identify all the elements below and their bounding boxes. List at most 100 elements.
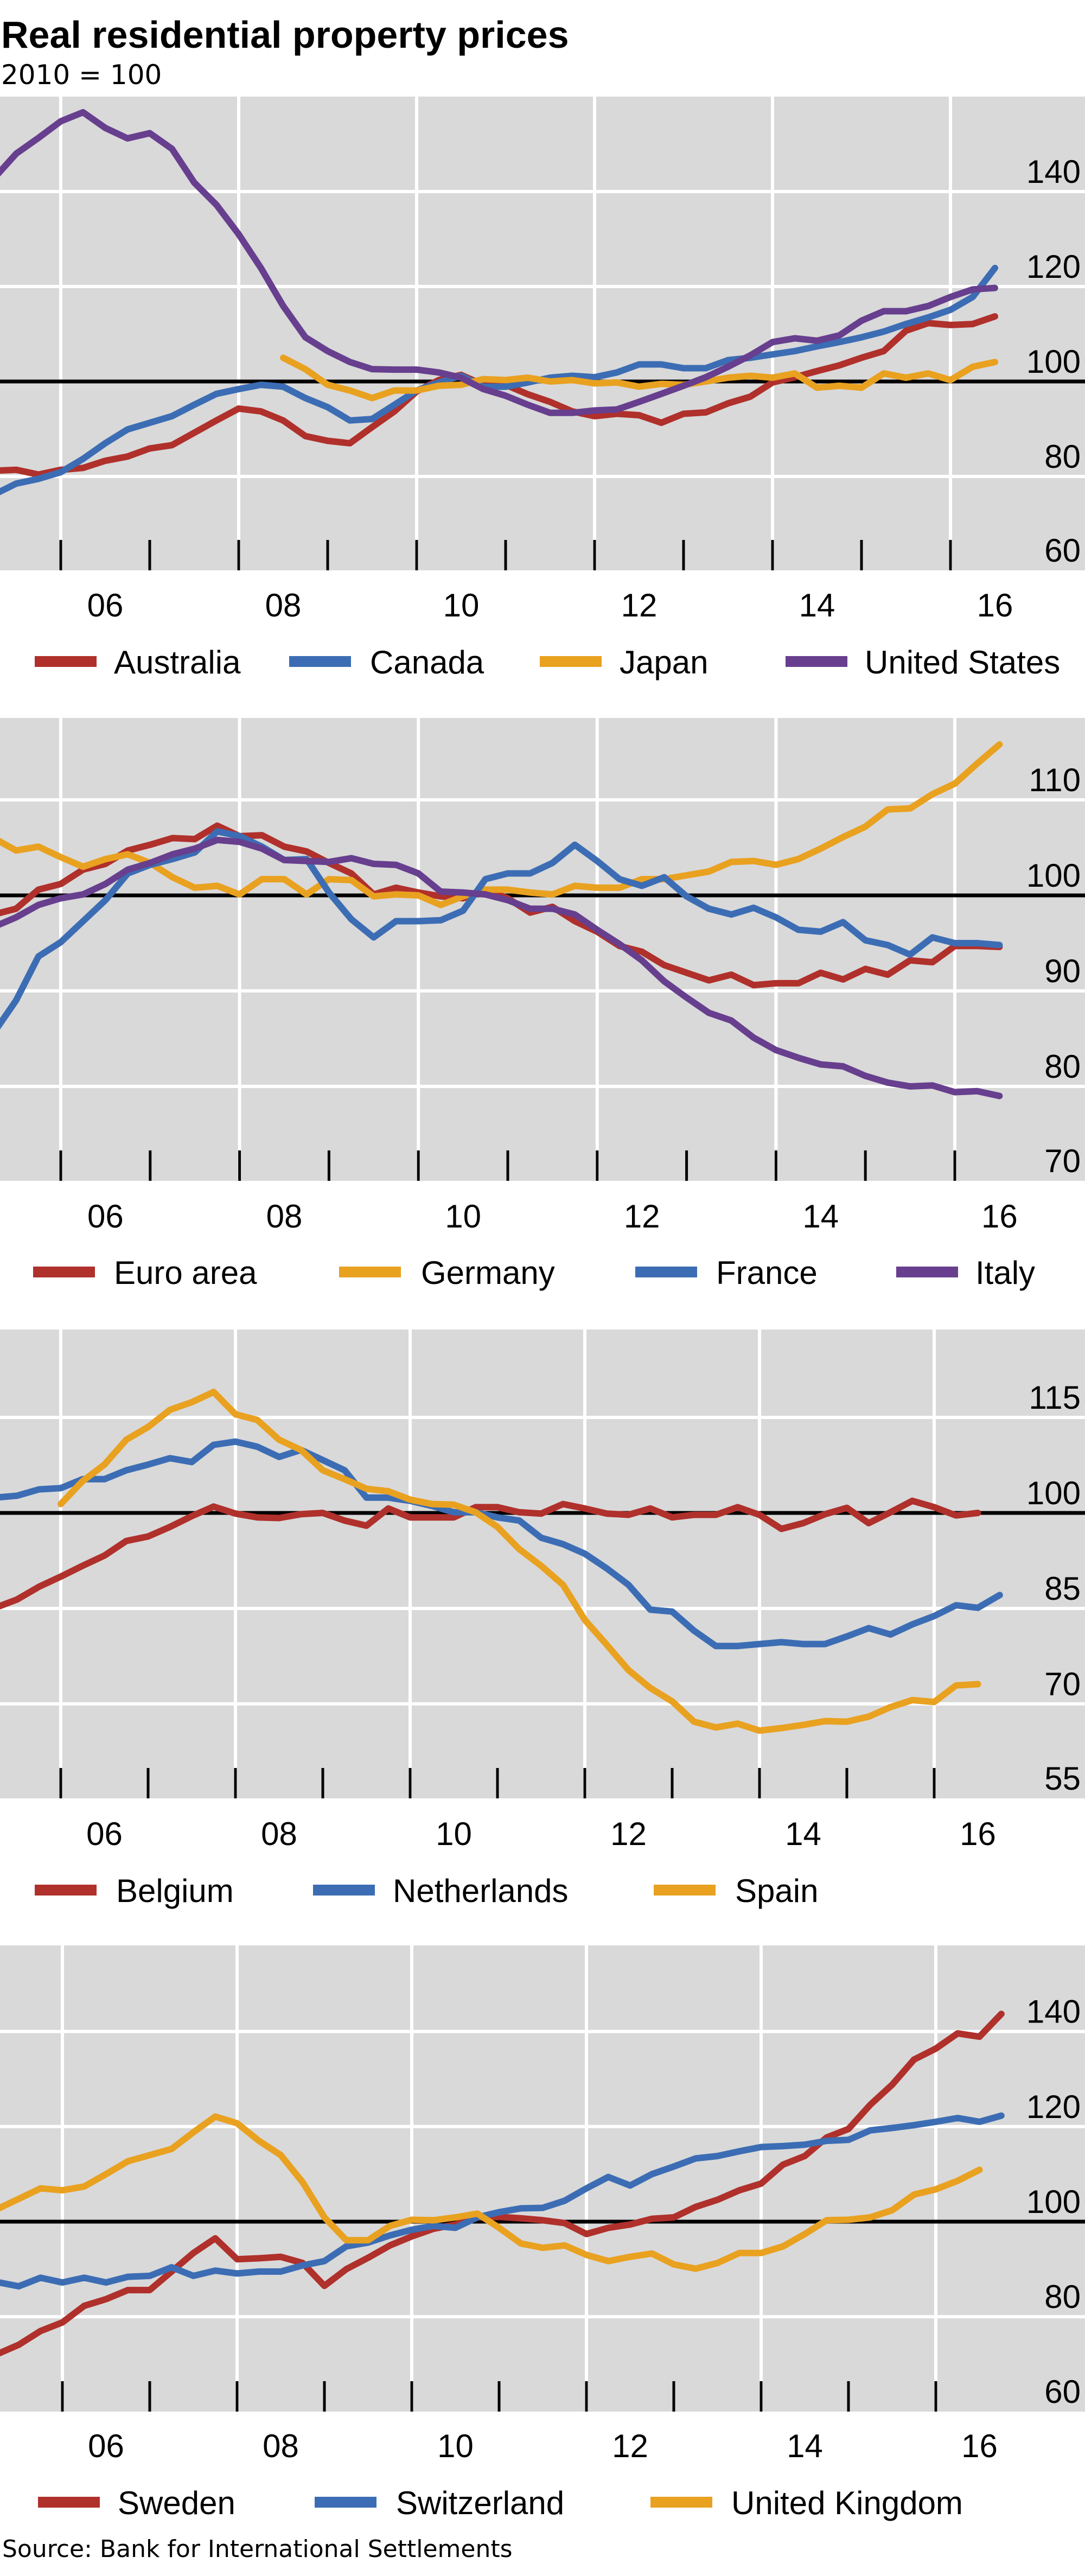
- series-line-japan: [280, 354, 998, 402]
- legend-item-australia: Australia: [35, 644, 241, 680]
- legend-swatch: [35, 656, 97, 667]
- series-group: [0, 741, 1003, 1099]
- legend-label: Italy: [975, 1255, 1035, 1291]
- legend-label: United Kingdom: [731, 2485, 963, 2521]
- y-tick-label: 100: [1026, 344, 1081, 380]
- legend-item-spain: Spain: [654, 1873, 818, 1909]
- x-tick-label: 06: [87, 587, 124, 624]
- legend-label: Belgium: [116, 1873, 234, 1909]
- series-line-belgium: [0, 1497, 981, 1610]
- legend-item-italy: Italy: [896, 1255, 1035, 1291]
- y-tick-label: 70: [1044, 1666, 1081, 1702]
- legend-item-japan: Japan: [540, 644, 708, 680]
- x-tick-label: 14: [799, 587, 835, 624]
- legend-swatch: [38, 2497, 100, 2508]
- x-tick-label: 10: [437, 2428, 474, 2464]
- legend-item-france: France: [635, 1255, 818, 1291]
- legend-swatch: [650, 2497, 712, 2508]
- x-tick-label: 14: [785, 1816, 821, 1852]
- y-tick-label: 55: [1044, 1760, 1081, 1797]
- y-tick-label: 70: [1044, 1143, 1081, 1179]
- y-tick-label: 80: [1044, 2279, 1081, 2315]
- panel-1: 140 120 100 80 60 06 08 10 12 14 16 Australia Canada…: [0, 97, 1085, 680]
- legend-label: Sweden: [118, 2485, 235, 2521]
- series-line-united-kingdom: [0, 2113, 983, 2272]
- x-tick-label: 06: [86, 1816, 123, 1852]
- legend-label: Switzerland: [396, 2485, 564, 2521]
- legend-label: United States: [865, 644, 1060, 680]
- x-tick-label: 14: [787, 2428, 823, 2464]
- series-line-united-states: [0, 109, 998, 416]
- x-tick-label: 16: [977, 587, 1013, 624]
- series-line-switzerland: [0, 2112, 1005, 2290]
- x-tick-label: 12: [621, 587, 658, 624]
- y-tick-label: 115: [1029, 1379, 1081, 1416]
- legend-swatch: [315, 2497, 376, 2508]
- legend-item-sweden: Sweden: [38, 2485, 235, 2521]
- legend-swatch: [635, 1267, 697, 1277]
- x-tick-label: 08: [266, 1198, 303, 1235]
- x-tick-label: 06: [87, 1198, 124, 1235]
- series-group: [0, 1389, 1003, 1734]
- chart-title: Real residential property prices: [1, 14, 569, 56]
- panel-2: 110 100 90 80 70 06 08 10 12 14 16 Euro area Germany…: [0, 718, 1085, 1291]
- legend-item-euro-area: Euro area: [33, 1255, 257, 1291]
- series-line-netherlands: [0, 1438, 1003, 1650]
- y-tick-label: 140: [1026, 154, 1081, 190]
- chart-subtitle: 2010 = 100: [1, 59, 162, 91]
- legend-item-switzerland: Switzerland: [315, 2485, 564, 2521]
- y-tick-label: 90: [1044, 953, 1081, 989]
- x-tick-label: 12: [612, 2428, 648, 2464]
- legend-swatch: [289, 656, 351, 667]
- legend-item-united-kingdom: United Kingdom: [650, 2485, 963, 2521]
- series-group: [0, 109, 998, 495]
- series-line-germany: [0, 741, 1003, 908]
- legend-label: Netherlands: [393, 1873, 569, 1909]
- x-tick-label: 16: [960, 1816, 996, 1852]
- x-tick-label: 12: [624, 1198, 660, 1235]
- series-group: [0, 2011, 1005, 2357]
- legend-item-canada: Canada: [289, 644, 484, 680]
- legend-swatch: [654, 1885, 716, 1896]
- y-tick-label: 120: [1026, 249, 1081, 285]
- y-tick-label: 120: [1026, 2089, 1081, 2125]
- x-tick-label: 10: [436, 1816, 472, 1852]
- legend-label: Germany: [421, 1255, 555, 1291]
- series-line-italy: [0, 836, 1003, 1099]
- legend-swatch: [339, 1267, 401, 1277]
- legend-swatch: [313, 1885, 375, 1896]
- y-tick-label: 100: [1026, 2184, 1081, 2220]
- legend-swatch: [33, 1267, 95, 1277]
- x-tick-label: 08: [261, 1816, 297, 1852]
- legend-item-belgium: Belgium: [35, 1873, 234, 1909]
- series-line-canada: [0, 264, 998, 495]
- legend-swatch: [540, 656, 602, 667]
- chart-panels: 140 120 100 80 60 06 08 10 12 14 16 Australia Canada…: [0, 97, 1085, 2521]
- y-tick-label: 80: [1044, 438, 1081, 475]
- y-tick-label: 80: [1044, 1048, 1081, 1085]
- x-tick-label: 06: [88, 2428, 124, 2464]
- y-tick-label: 60: [1044, 2374, 1081, 2410]
- x-tick-label: 14: [802, 1198, 839, 1235]
- legend-label: Euro area: [114, 1255, 257, 1291]
- panel-4: 140 120 100 80 60 06 08 10 12 14 16 Sweden Switzerla…: [0, 1945, 1085, 2521]
- legend-label: France: [716, 1255, 818, 1291]
- legend-item-netherlands: Netherlands: [313, 1873, 569, 1909]
- plot-background: [0, 1945, 1085, 2412]
- legend-swatch: [35, 1885, 97, 1896]
- x-tick-label: 10: [445, 1198, 481, 1235]
- source-note: Source: Bank for International Settlemen…: [2, 2535, 513, 2563]
- legend-swatch: [786, 656, 847, 667]
- x-tick-label: 08: [265, 587, 302, 624]
- series-line-spain: [58, 1389, 981, 1734]
- x-tick-label: 16: [961, 2428, 998, 2464]
- series-line-sweden: [0, 2011, 1005, 2357]
- legend-item-united-states: United States: [786, 644, 1060, 680]
- legend-item-germany: Germany: [339, 1255, 555, 1291]
- panel-3: 115 100 85 70 55 06 08 10 12 14 16 Belgium Netherlan…: [0, 1330, 1085, 1909]
- x-tick-label: 08: [263, 2428, 299, 2464]
- y-tick-label: 85: [1044, 1570, 1081, 1607]
- legend-label: Canada: [370, 644, 484, 680]
- y-tick-label: 60: [1044, 532, 1081, 569]
